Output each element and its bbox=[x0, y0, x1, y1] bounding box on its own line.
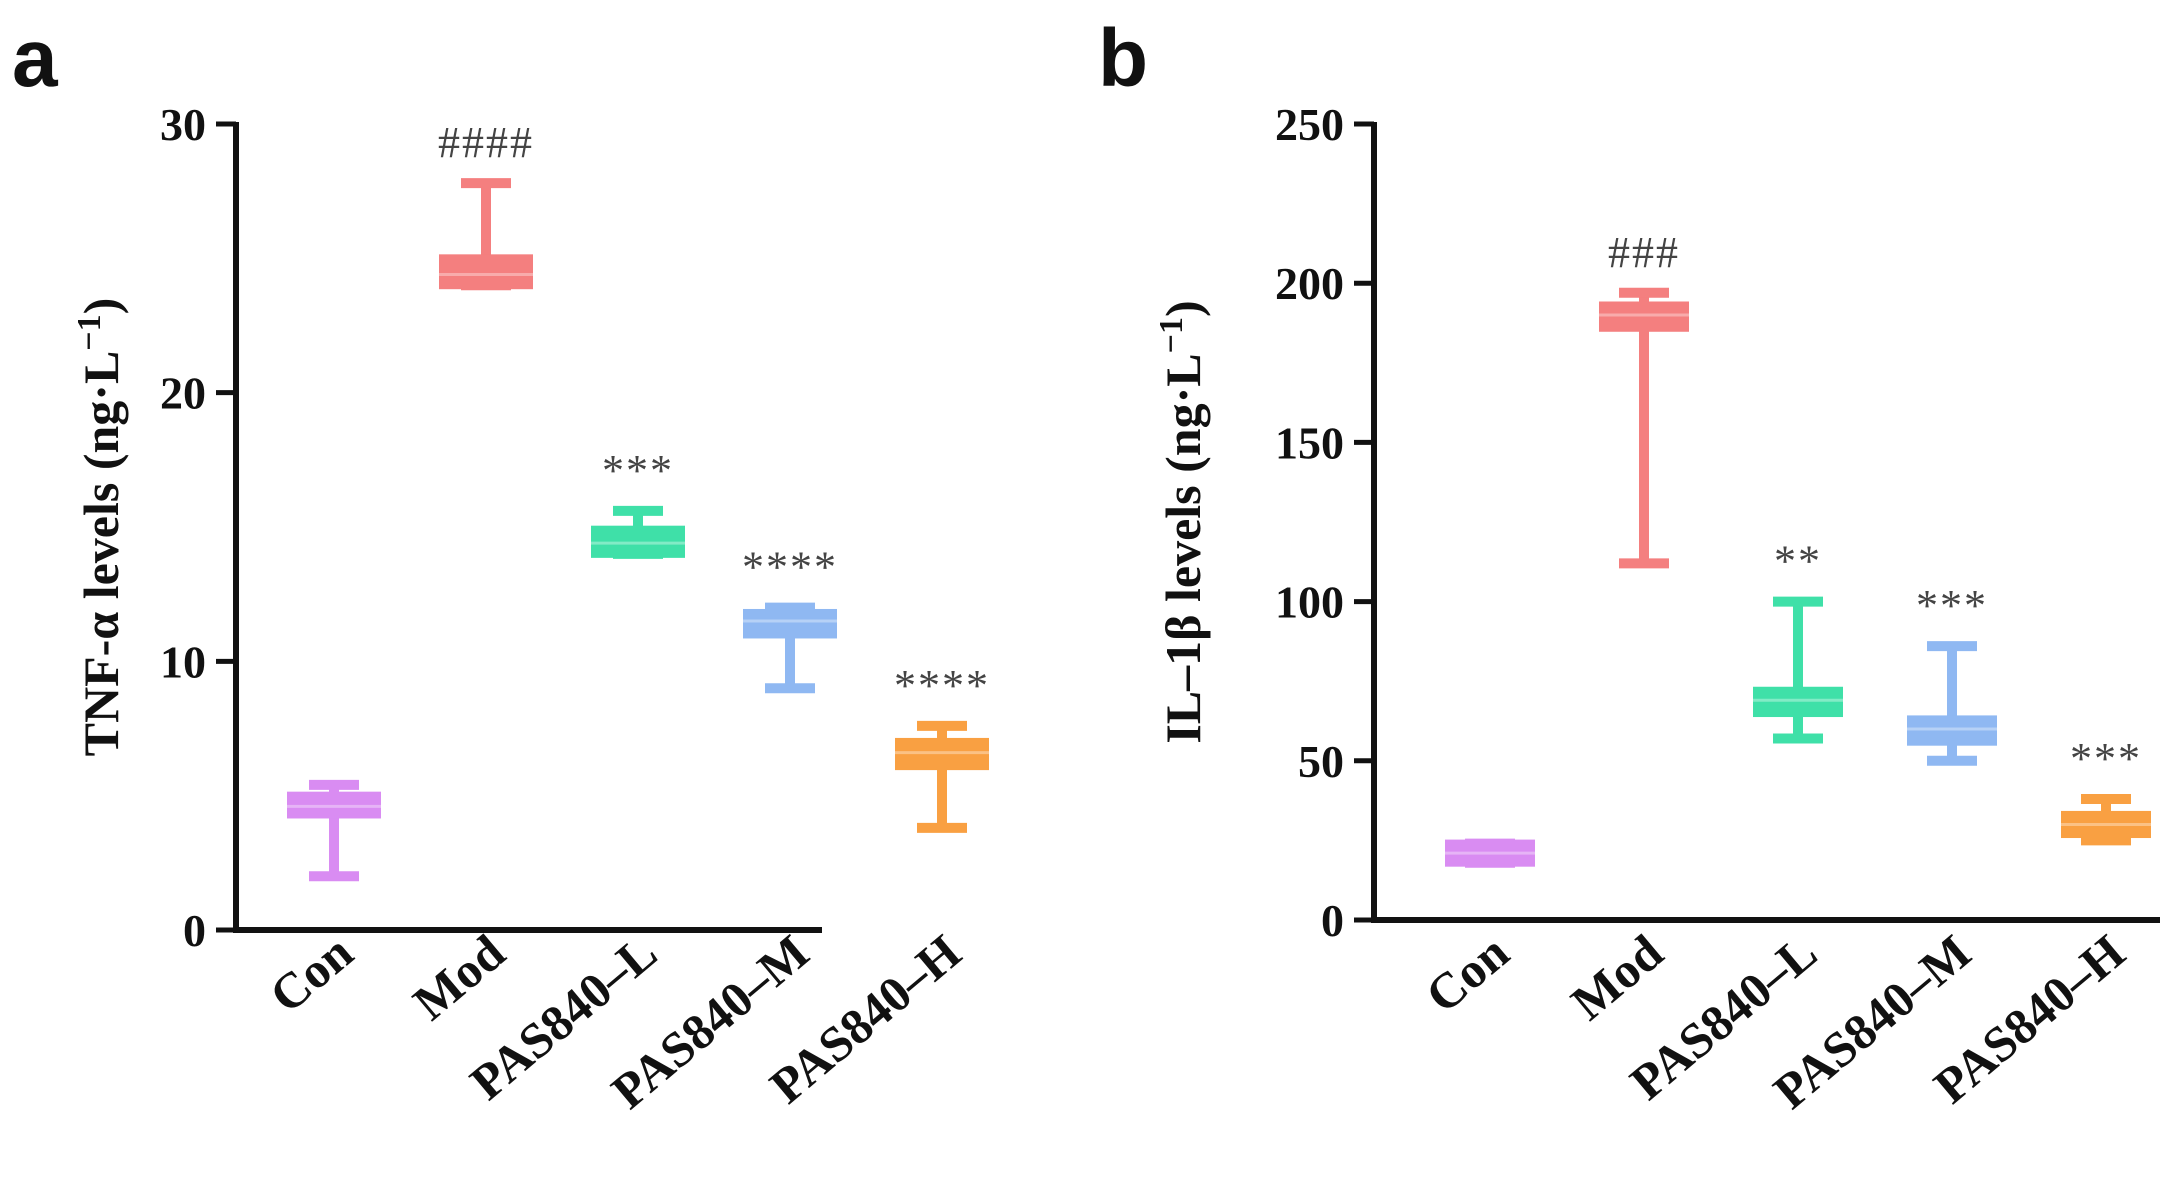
significance-label: *** bbox=[1916, 581, 1988, 630]
box-iqr bbox=[287, 791, 381, 819]
x-category-label: Con bbox=[1415, 923, 1519, 1023]
y-tick-label: 50 bbox=[1298, 736, 1344, 787]
box-iqr bbox=[439, 254, 533, 290]
box-iqr bbox=[743, 608, 837, 639]
significance-label: **** bbox=[894, 661, 990, 710]
box-iqr bbox=[2061, 810, 2151, 839]
box-iqr bbox=[1753, 686, 1843, 718]
significance-label: ### bbox=[1608, 228, 1680, 277]
box-pas840-l: **PAS840–L bbox=[1619, 537, 1843, 1110]
y-axis-title-superscript: −1 bbox=[1153, 317, 1190, 353]
y-tick-label: 20 bbox=[160, 368, 206, 419]
box-pas840-l: ***PAS840–L bbox=[459, 446, 685, 1110]
significance-label: *** bbox=[602, 446, 674, 495]
panel-label-a: a bbox=[12, 13, 59, 104]
y-tick-label: 150 bbox=[1275, 417, 1344, 468]
y-tick-label: 200 bbox=[1275, 258, 1344, 309]
box-mod: #### Mod bbox=[402, 118, 534, 1031]
y-axis-title: IL–1β levels (ng·L−1) bbox=[1153, 300, 1211, 743]
panel-label-b: b bbox=[1098, 13, 1148, 104]
y-tick-label: 0 bbox=[183, 905, 206, 956]
significance-label: **** bbox=[742, 543, 838, 592]
significance-label: #### bbox=[438, 118, 534, 167]
significance-label: *** bbox=[2070, 734, 2142, 783]
y-axis-title: TNF-α levels (ng·L−1) bbox=[71, 298, 129, 757]
box-pas840-m: ****PAS840–M bbox=[601, 543, 838, 1119]
chart-panel-b: 0 50 100 150 200 250 IL–1β levels (ng·L−1) Con #… bbox=[1153, 99, 2160, 1119]
y-axis-title-close: ) bbox=[73, 298, 129, 315]
box-pas840-h: ***PAS840–H bbox=[1923, 734, 2151, 1114]
y-axis-title-main: TNF-α levels (ng·L bbox=[73, 351, 129, 757]
box-con: Con bbox=[1415, 838, 1535, 1024]
box-iqr bbox=[1445, 839, 1535, 867]
box-mod: ### Mod bbox=[1560, 228, 1689, 1031]
y-tick-label: 0 bbox=[1321, 895, 1344, 946]
x-category-label: Con bbox=[259, 923, 363, 1023]
y-axis-title-close: ) bbox=[1155, 300, 1211, 317]
y-tick-label: 30 bbox=[160, 99, 206, 150]
significance-label: ** bbox=[1774, 537, 1822, 586]
box-iqr bbox=[1599, 301, 1689, 332]
y-axis-title-superscript: −1 bbox=[71, 314, 108, 350]
box-iqr bbox=[895, 737, 989, 771]
box-con: Con bbox=[259, 779, 381, 1024]
box-pas840-h: ****PAS840–H bbox=[759, 661, 990, 1114]
y-tick-label: 250 bbox=[1275, 99, 1344, 150]
y-tick-label: 100 bbox=[1275, 577, 1344, 628]
y-tick-label: 10 bbox=[160, 636, 206, 687]
y-axis-title-main: IL–1β levels (ng·L bbox=[1155, 353, 1211, 743]
x-category-label: Mod bbox=[402, 923, 515, 1030]
box-iqr bbox=[591, 525, 685, 558]
box-iqr bbox=[1907, 715, 1997, 746]
x-category-label: Mod bbox=[1560, 923, 1673, 1030]
